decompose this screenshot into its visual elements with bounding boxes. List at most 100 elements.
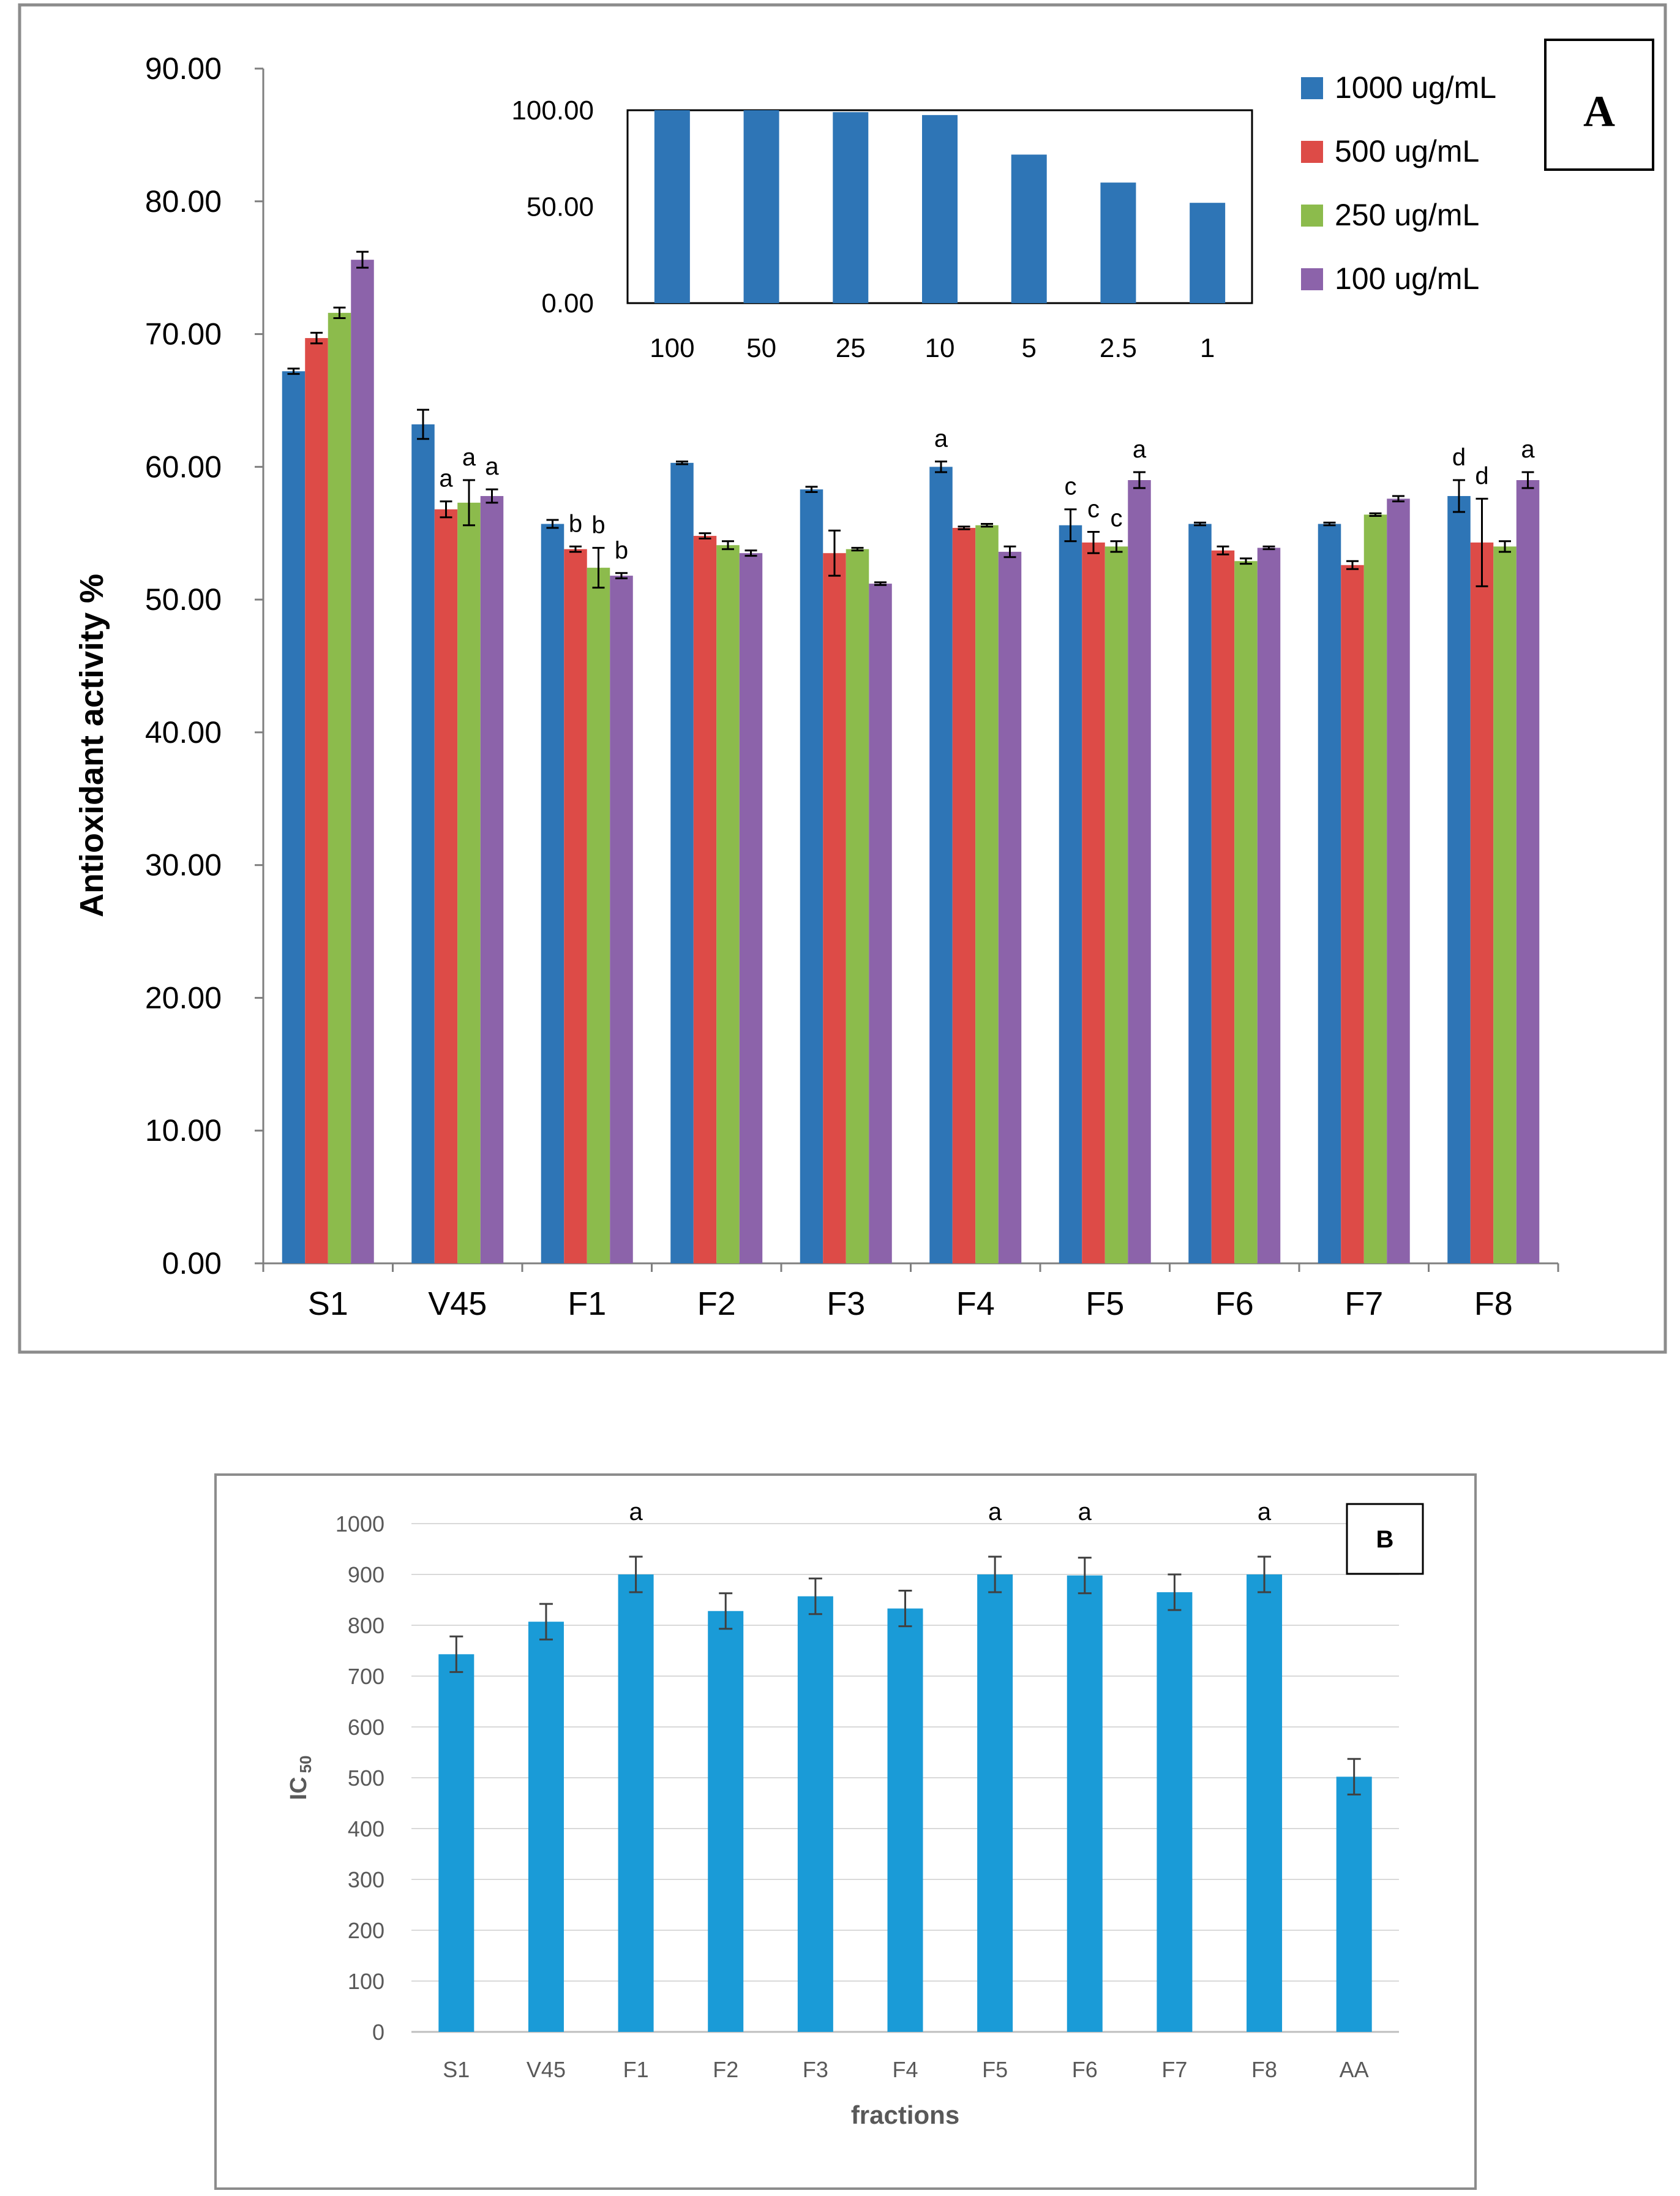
x-category-label: F6 <box>1215 1285 1254 1322</box>
significance-label: c <box>1111 505 1123 532</box>
inset-x-tick-label: 5 <box>1021 333 1036 363</box>
legend-label: 250 ug/mL <box>1335 198 1479 232</box>
y-tick-label: 30.00 <box>145 848 222 882</box>
inset-bar <box>922 115 958 303</box>
panel-a-inset-chart: 0.00 50.00 100.00 100 50 25 10 5 2.5 1 <box>511 96 1253 363</box>
y-tick-label: 50.00 <box>145 582 222 617</box>
bar <box>887 1608 923 2032</box>
inset-x-tick-label: 1 <box>1200 333 1215 363</box>
significance-label: a <box>629 1498 643 1525</box>
inset-y-tick-label: 100.00 <box>511 96 594 126</box>
x-category-label: V45 <box>428 1285 487 1322</box>
y-tick-label: 10.00 <box>145 1113 222 1148</box>
legend-swatch <box>1301 141 1323 163</box>
bar <box>1257 547 1281 1263</box>
legend-swatch <box>1301 205 1323 227</box>
bar <box>708 1611 744 2032</box>
bar <box>1387 498 1410 1263</box>
bar <box>1082 542 1105 1263</box>
x-category-label: F7 <box>1161 2057 1187 2082</box>
bar <box>1188 524 1212 1263</box>
inset-y-tick-label: 50.00 <box>527 192 594 222</box>
bar <box>351 260 374 1263</box>
bar <box>1341 565 1364 1263</box>
bar <box>929 467 953 1264</box>
bar <box>846 549 869 1263</box>
x-category-label: F8 <box>1474 1285 1513 1322</box>
bar <box>1363 514 1387 1264</box>
panel-a-chart: 0.0010.0020.0030.0040.0050.0060.0070.008… <box>73 51 1559 1322</box>
y-tick-label: 100 <box>348 1969 384 1994</box>
bar <box>670 462 694 1263</box>
y-tick-label: 800 <box>348 1613 384 1638</box>
significance-label: a <box>485 453 499 480</box>
y-tick-label: 700 <box>348 1664 384 1689</box>
y-tick-label: 300 <box>348 1867 384 1892</box>
panel-a-legend: 1000 ug/mL 500 ug/mL 250 ug/mL 100 ug/mL <box>1301 70 1496 296</box>
y-tick-label: 0.00 <box>162 1246 222 1280</box>
panel-b-label-box <box>1346 1503 1424 1575</box>
significance-label: a <box>439 465 453 492</box>
bar <box>739 553 763 1263</box>
x-category-label: F2 <box>697 1285 736 1322</box>
inset-x-tick-label: 25 <box>836 333 866 363</box>
bar <box>823 553 846 1263</box>
significance-label: c <box>1087 496 1100 523</box>
y-tick-label: 40.00 <box>145 715 222 750</box>
x-category-label: F2 <box>713 2057 738 2082</box>
y-tick-label: 20.00 <box>145 980 222 1015</box>
significance-label: a <box>1078 1498 1092 1525</box>
x-category-label: F5 <box>982 2057 1008 2082</box>
panel-b-label: B <box>1376 1526 1394 1553</box>
inset-bar <box>1190 203 1226 303</box>
significance-label: b <box>569 510 582 537</box>
x-axis-label: fractions <box>851 2100 959 2129</box>
bar <box>457 502 481 1264</box>
panel-a-label: A <box>1583 87 1615 136</box>
panel-b-frame <box>214 1473 1477 2190</box>
inset-x-tick-label: 10 <box>925 333 955 363</box>
legend-swatch <box>1301 77 1323 99</box>
x-category-label: F5 <box>1086 1285 1124 1322</box>
bar <box>1447 496 1471 1263</box>
inset-bar <box>1100 182 1136 303</box>
y-axis-label: Antioxidant activity % <box>73 574 110 917</box>
legend-label: 1000 ug/mL <box>1335 70 1496 105</box>
inset-x-tick-label: 50 <box>746 333 776 363</box>
bar <box>1234 561 1258 1263</box>
bar <box>541 524 564 1263</box>
significance-label: a <box>988 1498 1002 1525</box>
y-axis-label: IC 50 <box>286 1756 315 1800</box>
bar <box>1128 480 1151 1263</box>
legend-label: 100 ug/mL <box>1335 261 1479 296</box>
panel-b-chart: 0 100 200 300 400 500 600 700 800 900 1000 IC 50 frac… <box>286 1498 1399 2129</box>
bar <box>797 1596 833 2032</box>
y-tick-label: 500 <box>348 1765 384 1791</box>
bar <box>1493 546 1517 1263</box>
bar <box>480 496 504 1263</box>
bar <box>411 424 435 1264</box>
x-category-label: S1 <box>443 2057 470 2082</box>
bar <box>800 489 823 1263</box>
significance-label: d <box>1475 462 1488 489</box>
legend-label: 500 ug/mL <box>1335 134 1479 168</box>
significance-label: d <box>1452 444 1466 471</box>
bar <box>305 338 328 1264</box>
x-category-label: F6 <box>1072 2057 1098 2082</box>
bar <box>1104 546 1128 1263</box>
inset-bar <box>1011 154 1047 303</box>
significance-label: c <box>1065 473 1077 500</box>
bar <box>716 545 740 1264</box>
bar <box>1318 524 1341 1263</box>
inset-bar <box>833 112 869 303</box>
x-category-label: F1 <box>568 1285 606 1322</box>
bar <box>869 584 892 1263</box>
bar <box>1157 1592 1193 2032</box>
significance-label: a <box>462 444 476 471</box>
bar <box>1247 1574 1283 2032</box>
y-axis-label-subscript: 50 <box>296 1756 315 1773</box>
bar <box>618 1574 654 2032</box>
bar <box>975 525 999 1263</box>
x-category-label: F4 <box>956 1285 995 1322</box>
